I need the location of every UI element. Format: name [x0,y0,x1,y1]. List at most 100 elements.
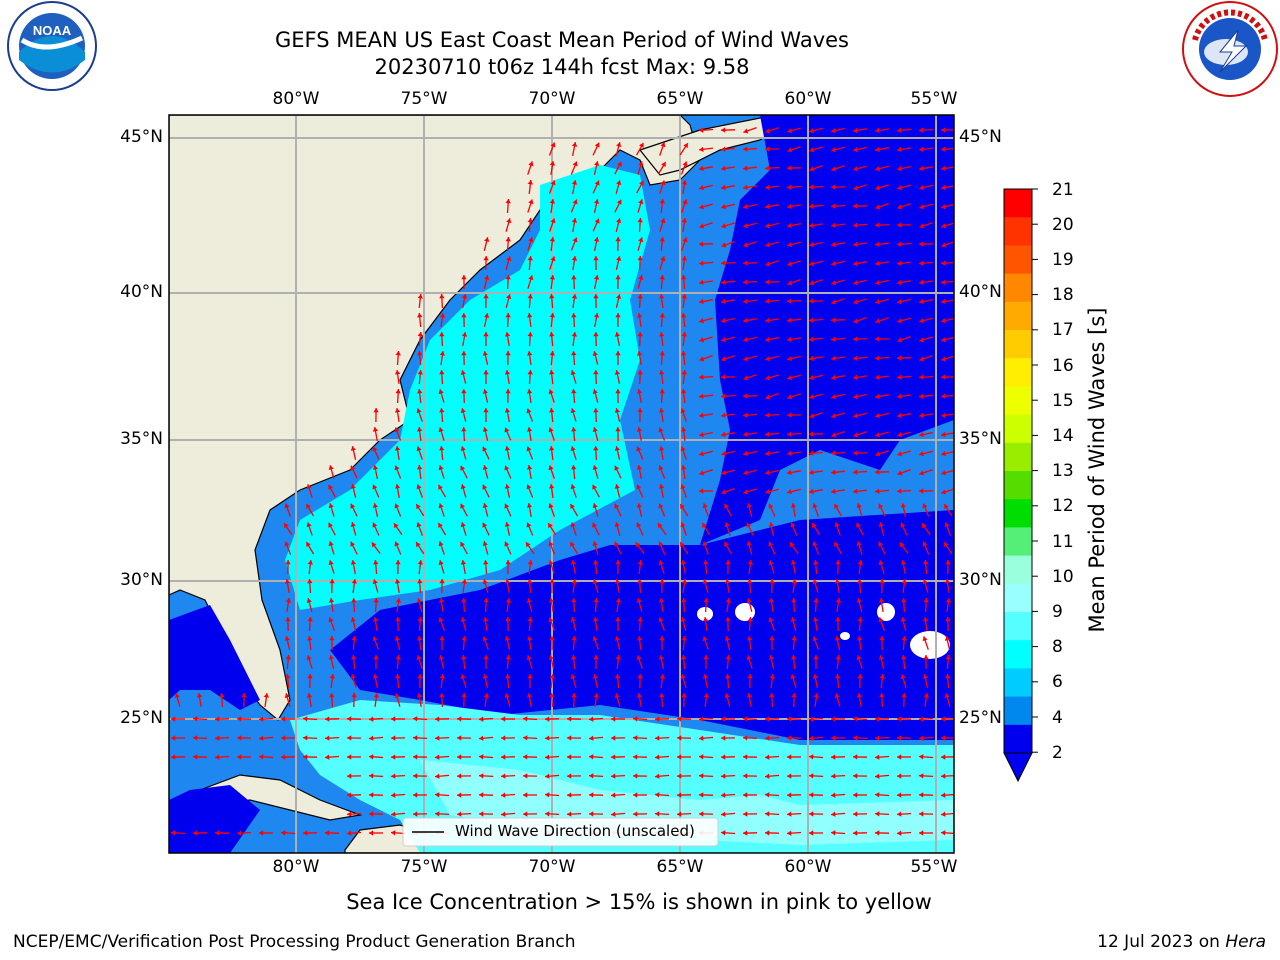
wind-wave-arrow-head [417,313,423,318]
wind-wave-arrow-head [857,636,863,641]
colorbar-segment [1004,414,1032,444]
wind-wave-arrow-head [528,275,534,281]
wind-wave-arrow-head [501,773,506,779]
wind-wave-arrow-head [922,636,928,642]
wind-wave-arrow-head [571,693,577,698]
wind-wave-arrow-head [765,356,770,362]
wind-wave-arrow-head [373,655,379,660]
wind-wave-arrow-head [725,617,731,622]
wind-wave-arrow-head [856,503,862,509]
wind-wave-arrow-head [549,161,556,166]
wind-wave-arrow-head [527,294,533,299]
wind-wave-arrow-head [721,393,726,399]
wind-wave-arrow-head [743,356,749,362]
wind-wave-arrow-head [897,337,903,343]
wind-wave-arrow-head [615,351,621,356]
wind-wave-arrow-head [853,318,859,324]
wind-wave-arrow-head [328,560,334,566]
wind-wave-arrow-head [435,811,440,817]
wind-wave-arrow-head [699,754,704,760]
wind-wave-arrow-head [347,716,352,722]
wind-wave-arrow-head [680,617,686,622]
colorbar-segment [1004,442,1032,472]
wind-wave-arrow-head [329,674,335,679]
wind-wave-arrow-head [721,431,726,438]
wind-wave-arrow-head [680,408,686,414]
wind-wave-arrow-head [567,773,572,779]
wind-wave-arrow-head [351,693,357,698]
wind-wave-arrow-head [417,579,423,584]
wind-wave-arrow-head [637,256,643,261]
wind-wave-arrow-head [285,560,291,565]
wind-wave-arrow-head [633,735,638,741]
colorbar-tick: 20 [1052,215,1074,235]
wind-wave-arrow-head [853,166,859,172]
wind-wave-arrow-head [856,655,862,661]
wind-wave-arrow-head [677,754,682,760]
wind-wave-arrow-head [721,489,727,495]
wind-wave-arrow-head [743,204,748,210]
wind-wave-arrow-head [545,792,550,798]
wind-wave-arrow-head [438,541,444,547]
wind-wave-arrow-head [853,488,858,494]
wind-wave-arrow-head [831,811,836,817]
wind-wave-arrow-head [655,716,660,722]
lon-tick-top: 60°W [784,89,832,109]
wind-wave-arrow-head [416,522,422,528]
wind-wave-arrow-head [919,716,924,722]
wind-wave-arrow-head [549,408,555,413]
wind-wave-arrow-head [241,693,247,698]
wind-wave-arrow-head [306,522,312,528]
wind-wave-arrow-head [416,484,422,490]
wind-wave-arrow-head [633,754,638,760]
wind-wave-arrow-head [831,754,836,760]
wind-wave-arrow-head [237,754,242,760]
wind-wave-arrow-head [765,184,770,190]
wind-wave-arrow-head [505,598,512,603]
wind-wave-arrow-head [787,128,793,134]
wind-wave-arrow-head [638,199,644,205]
wind-wave-arrow-head [681,389,687,394]
wind-wave-arrow-head [765,716,770,722]
wind-wave-arrow-head [875,488,880,494]
wind-wave-arrow-head [919,204,925,210]
wind-wave-arrow-head [809,298,814,304]
wind-wave-arrow-head [637,332,643,337]
wind-wave-arrow-head [853,716,858,722]
wind-wave-arrow-head [743,165,748,171]
wind-wave-arrow-head [743,393,748,399]
wind-wave-arrow-head [765,830,770,836]
wind-wave-arrow-head [658,465,664,471]
wind-wave-arrow-head [919,298,924,305]
wind-wave-arrow-head [919,223,925,229]
map-title: GEFS MEAN US East Coast Mean Period of W… [275,28,849,52]
colorbar-segment [1004,301,1032,331]
wind-wave-arrow-head [528,237,534,243]
lat-tick-left: 45°N [120,127,163,147]
wind-wave-arrow-head [809,830,814,836]
wind-wave-arrow-head [373,598,379,603]
wind-wave-arrow-head [594,218,600,224]
wind-wave-arrow-head [658,484,665,489]
wind-wave-arrow-head [831,128,836,134]
wind-wave-arrow-head [570,542,575,547]
wind-wave-arrow-head [592,579,598,585]
wind-wave-arrow-head [483,560,489,565]
wind-wave-arrow-head [549,332,555,337]
wind-wave-arrow-head [592,465,598,470]
wind-wave-arrow-head [900,617,906,622]
wind-wave-arrow-head [636,598,642,603]
wind-wave-arrow-head [721,165,726,171]
wind-wave-arrow-head [615,674,621,679]
wind-wave-arrow-head [897,735,902,741]
wind-wave-arrow-head [922,579,928,585]
wind-wave-arrow-head [638,275,644,280]
wind-wave-arrow-head [611,792,616,798]
wind-wave-arrow-head [743,223,748,229]
wind-wave-arrow-head [526,484,532,490]
wind-wave-arrow-head [743,317,748,324]
wind-wave-arrow-head [681,427,687,432]
wind-wave-arrow-head [834,636,840,641]
wind-wave-arrow-head [699,279,704,285]
lon-tick-top: 80°W [272,89,320,109]
